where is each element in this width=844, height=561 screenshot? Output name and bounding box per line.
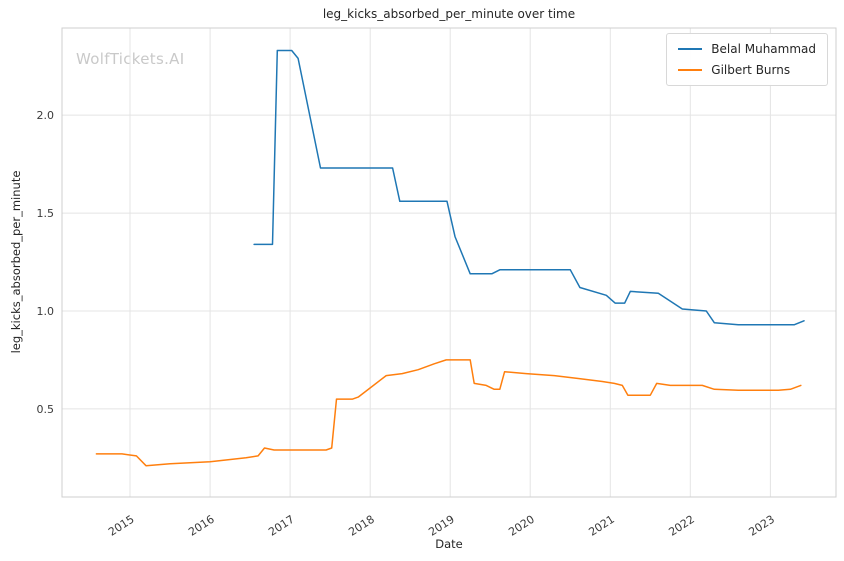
legend-entry: Gilbert Burns <box>678 63 816 77</box>
y-tick-label: 1.5 <box>37 207 55 220</box>
x-tick-label: 2017 <box>266 513 297 539</box>
legend-line-sample <box>678 48 703 50</box>
series-line <box>95 359 802 467</box>
x-tick-label: 2021 <box>586 513 617 539</box>
plot-border <box>61 27 837 498</box>
y-tick-label: 1.0 <box>37 305 55 318</box>
y-tick-label: 2.0 <box>37 109 55 122</box>
x-tick-label: 2018 <box>346 513 377 539</box>
legend: Belal Muhammad Gilbert Burns <box>666 33 828 86</box>
series-line <box>253 49 805 326</box>
x-axis-label: Date <box>435 537 463 551</box>
legend-entry: Belal Muhammad <box>678 42 816 56</box>
x-tick-label: 2020 <box>506 513 537 539</box>
legend-label: Belal Muhammad <box>711 42 816 56</box>
x-tick-label: 2015 <box>106 513 137 539</box>
chart-title: leg_kicks_absorbed_per_minute over time <box>322 7 576 21</box>
legend-line-sample <box>678 69 703 71</box>
y-tick-label: 0.5 <box>37 403 55 416</box>
x-tick-label: 2016 <box>186 513 217 539</box>
x-tick-label: 2019 <box>426 513 457 539</box>
y-axis-label: leg_kicks_absorbed_per_minute <box>9 170 23 354</box>
x-tick-label: 2022 <box>666 513 697 539</box>
x-tick-label: 2023 <box>746 513 777 539</box>
legend-label: Gilbert Burns <box>711 63 791 77</box>
